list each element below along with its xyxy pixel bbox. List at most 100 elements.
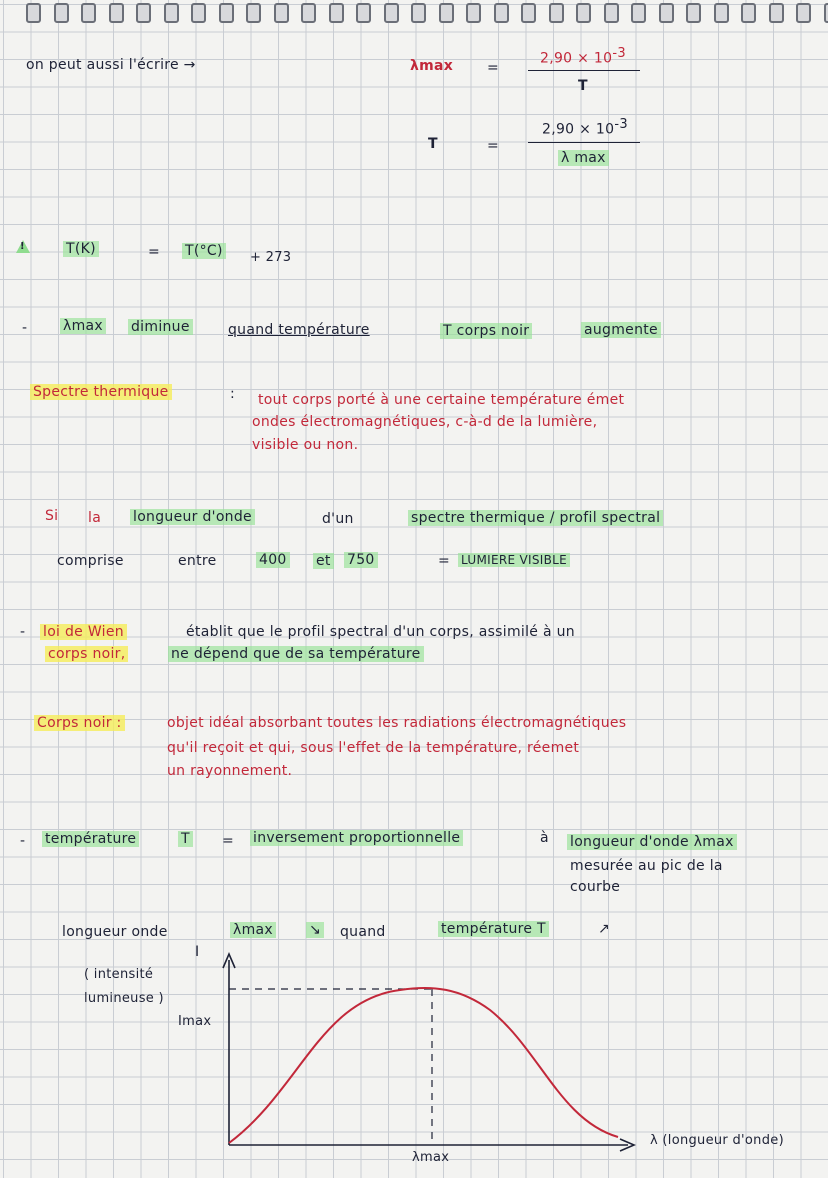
bullet1-lambda: λmax [60, 318, 106, 334]
spiral-binding [0, 0, 828, 24]
temperature-line2: mesurée au pic de la [570, 858, 723, 874]
graph-y-label: I [195, 944, 200, 960]
comprise-et: et [313, 553, 334, 569]
spiral-ring [466, 3, 481, 23]
formula1-fraction-bar [528, 70, 640, 71]
formula2-t: T [428, 136, 438, 152]
spiral-ring [53, 3, 69, 23]
formula2-numerator: 2,90 × 10-3 [542, 117, 628, 138]
corps-noir-term: Corps noir : [34, 715, 125, 731]
formula1-numerator: 2,90 × 10-3 [540, 46, 626, 67]
spiral-ring [796, 3, 811, 23]
kelvin-plus: + 273 [250, 250, 292, 265]
formula2-equals: = [487, 138, 500, 154]
spectre-line2: ondes électromagnétiques, c-à-d de la lu… [252, 414, 598, 430]
temperature-term: température [42, 831, 140, 847]
formula1-denominator: T [578, 78, 588, 94]
relation-up-arrow: ↗ [598, 921, 611, 937]
longueur-phrase: longueur d'onde [130, 509, 255, 525]
comprise-equals: = [438, 553, 451, 569]
spiral-ring [823, 3, 828, 23]
spiral-ring [576, 3, 591, 23]
spiral-ring [548, 3, 564, 23]
spiral-ring [658, 3, 674, 23]
spiral-ring [246, 3, 261, 23]
longueur-mid: d'un [322, 511, 354, 527]
bullet1-middle: quand température [228, 322, 370, 338]
temperature-a: à [540, 830, 549, 846]
temperature-equals: = [222, 833, 235, 849]
spiral-ring [493, 3, 509, 23]
spectre-colon: : [230, 386, 236, 402]
spectral-curve [228, 986, 619, 1144]
spiral-ring [328, 3, 344, 23]
bullet1-tbody: T corps noir [440, 323, 533, 339]
kelvin-right: T(°C) [182, 243, 226, 259]
temperature-line3: courbe [570, 879, 621, 895]
graph-y-desc-1: ( intensité [84, 967, 154, 982]
wien-line1-rest: établit que le profil spectral d'un corp… [186, 624, 575, 640]
graph-x-label: λ (longueur d'onde) [650, 1133, 784, 1148]
kelvin-left: T(K) [63, 241, 99, 257]
spiral-ring [768, 3, 784, 23]
comprise-result: LUMIERE VISIBLE [458, 553, 570, 567]
spiral-ring [356, 3, 371, 23]
formula-intro: on peut aussi l'écrire → [26, 57, 196, 73]
comprise-w2: entre [178, 553, 217, 569]
spiral-ring [301, 3, 316, 23]
temperature-t: T [178, 831, 193, 847]
comprise-v2: 750 [344, 552, 378, 568]
spiral-ring [411, 3, 426, 23]
spiral-ring [521, 3, 536, 23]
longueur-la: la [88, 510, 102, 526]
bullet1-dash: - [22, 320, 28, 336]
graph-peak-label: λmax [412, 1150, 450, 1165]
spiral-ring [81, 3, 96, 23]
warning-icon: ! [16, 240, 30, 253]
relation-lambda: λmax [230, 922, 276, 938]
spiral-ring [631, 3, 646, 23]
spiral-ring [273, 3, 289, 23]
spectre-line3: visible ou non. [252, 437, 359, 453]
wien-law: loi de Wien [40, 624, 127, 640]
spectre-term: Spectre thermique [30, 384, 172, 400]
comprise-w1: comprise [57, 553, 124, 569]
formula1-equals: = [487, 60, 500, 76]
wien-dash: - [20, 624, 26, 640]
temperature-end: longueur d'onde λmax [567, 834, 737, 850]
relation-down-arrow: ↘ [306, 922, 325, 938]
comprise-v1: 400 [256, 552, 290, 568]
longueur-end: spectre thermique / profil spectral [408, 510, 664, 526]
corps-noir-line1: objet idéal absorbant toutes les radiati… [167, 715, 627, 731]
temperature-dash: - [20, 833, 26, 849]
wien-line2-rest: ne dépend que de sa température [168, 646, 424, 662]
wien-line2-start: corps noir, [45, 646, 129, 662]
graph-imax-label: Imax [178, 1014, 212, 1029]
spiral-ring [163, 3, 179, 23]
spiral-ring [686, 3, 701, 23]
corps-noir-line2: qu'il reçoit et qui, sous l'effet de la … [167, 740, 580, 756]
spiral-ring [26, 3, 41, 23]
spiral-ring [191, 3, 206, 23]
kelvin-equals: = [148, 244, 161, 260]
corps-noir-line3: un rayonnement. [167, 763, 293, 779]
x-axis-arrow [619, 1138, 637, 1152]
spiral-ring [218, 3, 234, 23]
spiral-ring [603, 3, 619, 23]
y-axis-arrow [222, 951, 236, 969]
formula2-denominator: λ max [558, 150, 609, 166]
temperature-middle: inversement proportionnelle [250, 830, 464, 846]
formula1-lambda: λmax [410, 58, 454, 74]
spiral-ring [713, 3, 729, 23]
relation-term: longueur onde [62, 924, 168, 940]
spiral-ring [136, 3, 151, 23]
longueur-si: Si [45, 508, 59, 524]
graph-y-desc-2: lumineuse ) [84, 991, 164, 1006]
spectre-line1: tout corps porté à une certaine températ… [258, 392, 625, 408]
relation-temp: température T [438, 921, 549, 937]
spiral-ring [741, 3, 756, 23]
spiral-ring [438, 3, 454, 23]
relation-quand: quand [340, 924, 386, 940]
spiral-ring [383, 3, 399, 23]
formula2-fraction-bar [528, 142, 640, 143]
